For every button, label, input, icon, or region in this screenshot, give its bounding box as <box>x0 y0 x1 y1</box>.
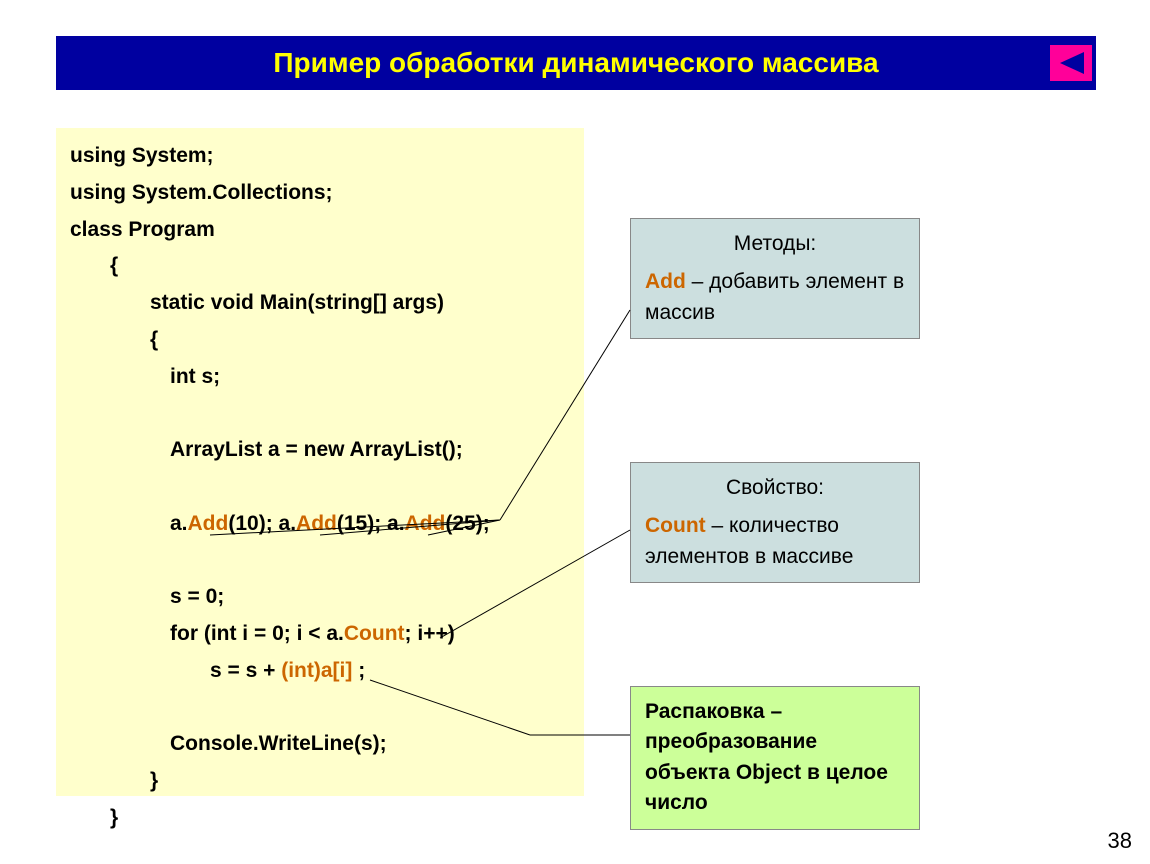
callout-keyword: Add <box>645 270 686 293</box>
callout-unboxing: Распаковка – преобразование объекта Obje… <box>630 686 920 830</box>
callout-title: Свойство: <box>645 473 905 503</box>
code-line: { <box>70 248 570 285</box>
title-bar: Пример обработки динамического массива <box>56 36 1096 90</box>
code-line: class Program <box>70 212 570 249</box>
callout-keyword: Count <box>645 514 706 537</box>
callout-title: Методы: <box>645 229 905 259</box>
code-line: int s; <box>70 359 570 396</box>
prev-slide-button[interactable] <box>1050 45 1092 81</box>
triangle-left-icon <box>1056 50 1086 76</box>
callout-line: преобразование объекта Object в целое чи… <box>645 727 905 818</box>
code-line: a.Add(10); a.Add(15); a.Add(25); <box>70 506 570 543</box>
slide-title: Пример обработки динамического массива <box>273 47 878 79</box>
code-line: for (int i = 0; i < a.Count; i++) <box>70 616 570 653</box>
code-line: { <box>70 322 570 359</box>
code-line: using System.Collections; <box>70 175 570 212</box>
code-line: ArrayList a = new ArrayList(); <box>70 432 570 469</box>
code-line: } <box>70 763 570 800</box>
callout-line: Распаковка – <box>645 697 905 727</box>
code-line: s = 0; <box>70 579 570 616</box>
callout-methods: Методы: Add – добавить элемент в массив <box>630 218 920 339</box>
code-listing: using System; using System.Collections; … <box>56 128 584 796</box>
callout-property: Свойство: Count – количество элементов в… <box>630 462 920 583</box>
code-line: Console.WriteLine(s); <box>70 726 570 763</box>
code-line: static void Main(string[] args) <box>70 285 570 322</box>
slide: Пример обработки динамического массива u… <box>0 0 1150 864</box>
code-line: } <box>70 800 570 837</box>
code-line: using System; <box>70 138 570 175</box>
code-line: s = s + (int)a[i] ; <box>70 653 570 690</box>
page-number: 38 <box>1108 828 1132 854</box>
